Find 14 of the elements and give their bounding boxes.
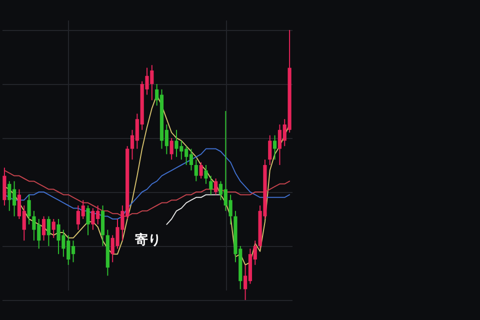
candlestick (209, 175, 213, 196)
candlestick (194, 159, 198, 182)
candlestick (42, 216, 46, 242)
annotation: 寄り (135, 232, 161, 248)
candlestick (27, 194, 31, 225)
candlestick (46, 216, 50, 246)
candlestick (52, 218, 56, 238)
candlestick (170, 138, 174, 160)
candlestick (268, 134, 272, 166)
candlestick (86, 205, 90, 236)
candlestick (214, 178, 218, 196)
candlestick (272, 134, 277, 160)
candlestick (199, 162, 203, 179)
candlestick (204, 164, 208, 184)
